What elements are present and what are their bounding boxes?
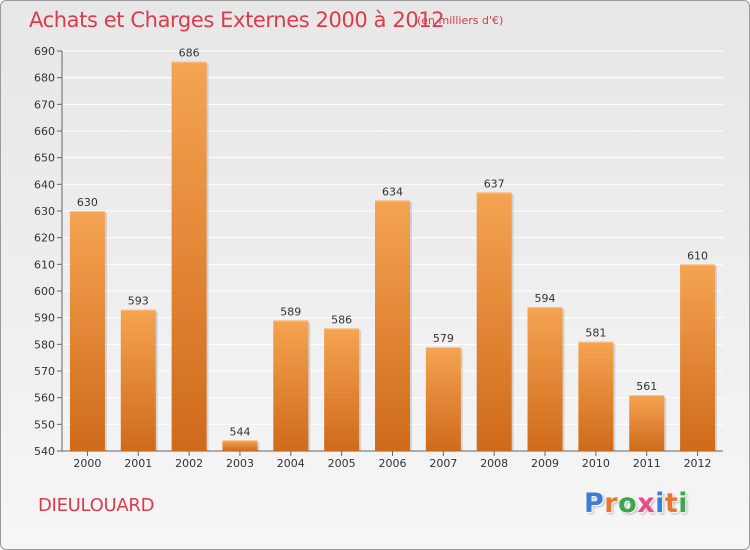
chart-subtitle: (en milliers d'€) [417,14,504,27]
x-tick-label: 2000 [73,457,101,470]
data-label-2012: 610 [687,249,708,262]
bar-2001 [120,309,156,451]
x-tick-label: 2009 [531,457,559,470]
y-tick-label: 680 [34,72,55,85]
y-tick-label: 580 [34,338,55,351]
y-tick-label: 660 [34,125,55,138]
data-label-2005: 586 [331,313,352,326]
bar-2007 [425,347,461,451]
data-label-2010: 581 [585,327,606,340]
x-tick-label: 2005 [328,457,356,470]
x-tick-label: 2006 [379,457,407,470]
y-tick-label: 570 [34,365,55,378]
y-tick-label: 630 [34,205,55,218]
bar-2009 [527,307,563,451]
bar-2010 [578,341,614,451]
y-tick-label: 650 [34,152,55,165]
data-label-2009: 594 [535,292,556,305]
y-tick-label: 620 [34,232,55,245]
logo-letter: i [655,488,665,519]
y-tick-label: 690 [34,45,55,58]
bar-2004 [273,320,309,451]
x-tick-label: 2002 [175,457,203,470]
commune-name: DIEULOUARD [38,495,155,516]
y-tick-label: 610 [34,258,55,271]
axes: 540 550 560 570 580 590 600 610 620 630 640 650 660 6… [34,45,723,470]
data-label-2006: 634 [382,185,403,198]
data-label-2004: 589 [280,305,301,318]
chart-title: Achats et Charges Externes 2000 à 2012 [29,8,445,32]
x-tick-label: 2004 [277,457,305,470]
bar-2012 [680,264,716,451]
logo-letter: x [637,488,656,519]
data-label-2007: 579 [433,332,454,345]
y-tick-label: 640 [34,178,55,191]
x-tick-label: 2001 [124,457,152,470]
logo-letter: o [618,488,638,519]
logo-letter: P [584,488,605,519]
bar-2006 [375,200,410,451]
y-tick-label: 670 [34,98,55,111]
y-tick-label: 540 [34,445,55,458]
y-tick-label: 560 [34,392,55,405]
bar-2008 [476,192,512,452]
y-tick-label: 600 [34,285,55,298]
bar-2003 [222,440,258,451]
bar-2005 [324,328,360,451]
data-labels: 630 593 686 544 589 586 634 579 637 594 581 561 610 [77,47,708,439]
logo-letter: t [664,488,679,519]
data-label-2011: 561 [636,380,657,393]
data-label-2000: 630 [77,196,98,209]
x-tick-label: 2010 [582,457,610,470]
x-tick-label: 2012 [684,457,712,470]
logo-letter: i [678,488,689,519]
proxiti-logo: Proxiti [584,488,688,519]
data-label-2008: 637 [484,177,505,190]
bars [69,61,718,452]
data-label-2002: 686 [179,47,200,60]
logo-letter: r [604,488,619,519]
x-tick-label: 2011 [633,457,661,470]
bar-2000 [69,211,105,451]
x-tick-label: 2008 [480,457,508,470]
y-tick-label: 550 [34,418,55,431]
x-tick-label: 2003 [226,457,254,470]
data-label-2003: 544 [229,425,250,438]
bar-2002 [171,61,207,452]
x-tick-label: 2007 [429,457,457,470]
data-label-2001: 593 [128,295,149,308]
y-tick-label: 590 [34,312,55,325]
bar-2011 [629,395,665,451]
